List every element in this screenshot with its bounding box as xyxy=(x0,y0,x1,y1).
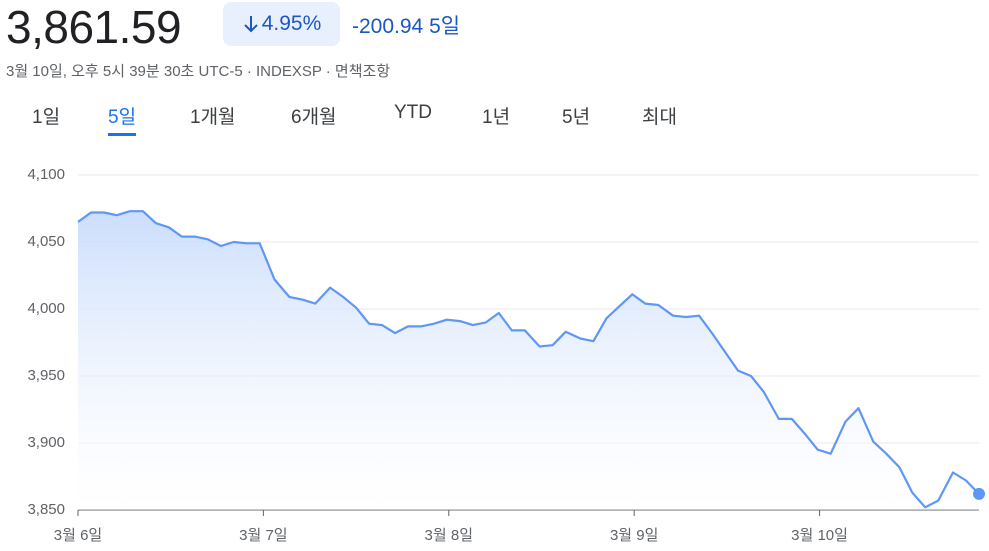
range-tab[interactable]: 1개월 xyxy=(190,107,236,128)
subtitle: 3월 10일, 오후 5시 39분 30초 UTC-5 · INDEXSP · … xyxy=(6,63,391,80)
area-fill xyxy=(78,211,979,510)
range-tab[interactable]: 5년 xyxy=(562,107,591,128)
change-badge: 4.95% xyxy=(223,2,340,46)
x-tick-label: 3월 8일 xyxy=(425,527,473,544)
down-arrow xyxy=(244,16,258,33)
y-tick-label: 4,000 xyxy=(27,300,65,317)
change-period: 5일 xyxy=(429,15,461,38)
change-value: -200.94 xyxy=(352,15,424,38)
change-percent: 4.95% xyxy=(261,12,322,35)
range-tab[interactable]: 1일 xyxy=(32,107,61,128)
price-line xyxy=(77,210,980,509)
x-tick-label: 3월 9일 xyxy=(610,527,658,544)
last-point xyxy=(973,487,985,500)
x-tick-label: 3월 6일 xyxy=(54,527,102,544)
y-tick-label: 3,950 xyxy=(27,367,65,384)
y-tick-label: 3,850 xyxy=(27,501,65,518)
range-tab[interactable]: 최대 xyxy=(642,107,677,128)
range-tab[interactable]: YTD xyxy=(394,102,432,123)
change: -200.94 5일 xyxy=(352,10,460,40)
x-tick-label: 3월 7일 xyxy=(239,527,287,544)
y-tick-label: 3,900 xyxy=(27,434,65,451)
price: 3,861.59 xyxy=(6,1,182,53)
y-tick-label: 4,050 xyxy=(27,233,65,250)
x-tick-label: 3월 10일 xyxy=(791,527,848,544)
y-tick-label: 4,100 xyxy=(27,166,65,183)
range-tab[interactable]: 5일 xyxy=(108,98,137,136)
range-tab[interactable]: 6개월 xyxy=(291,107,337,128)
range-tab[interactable]: 1년 xyxy=(482,107,511,128)
